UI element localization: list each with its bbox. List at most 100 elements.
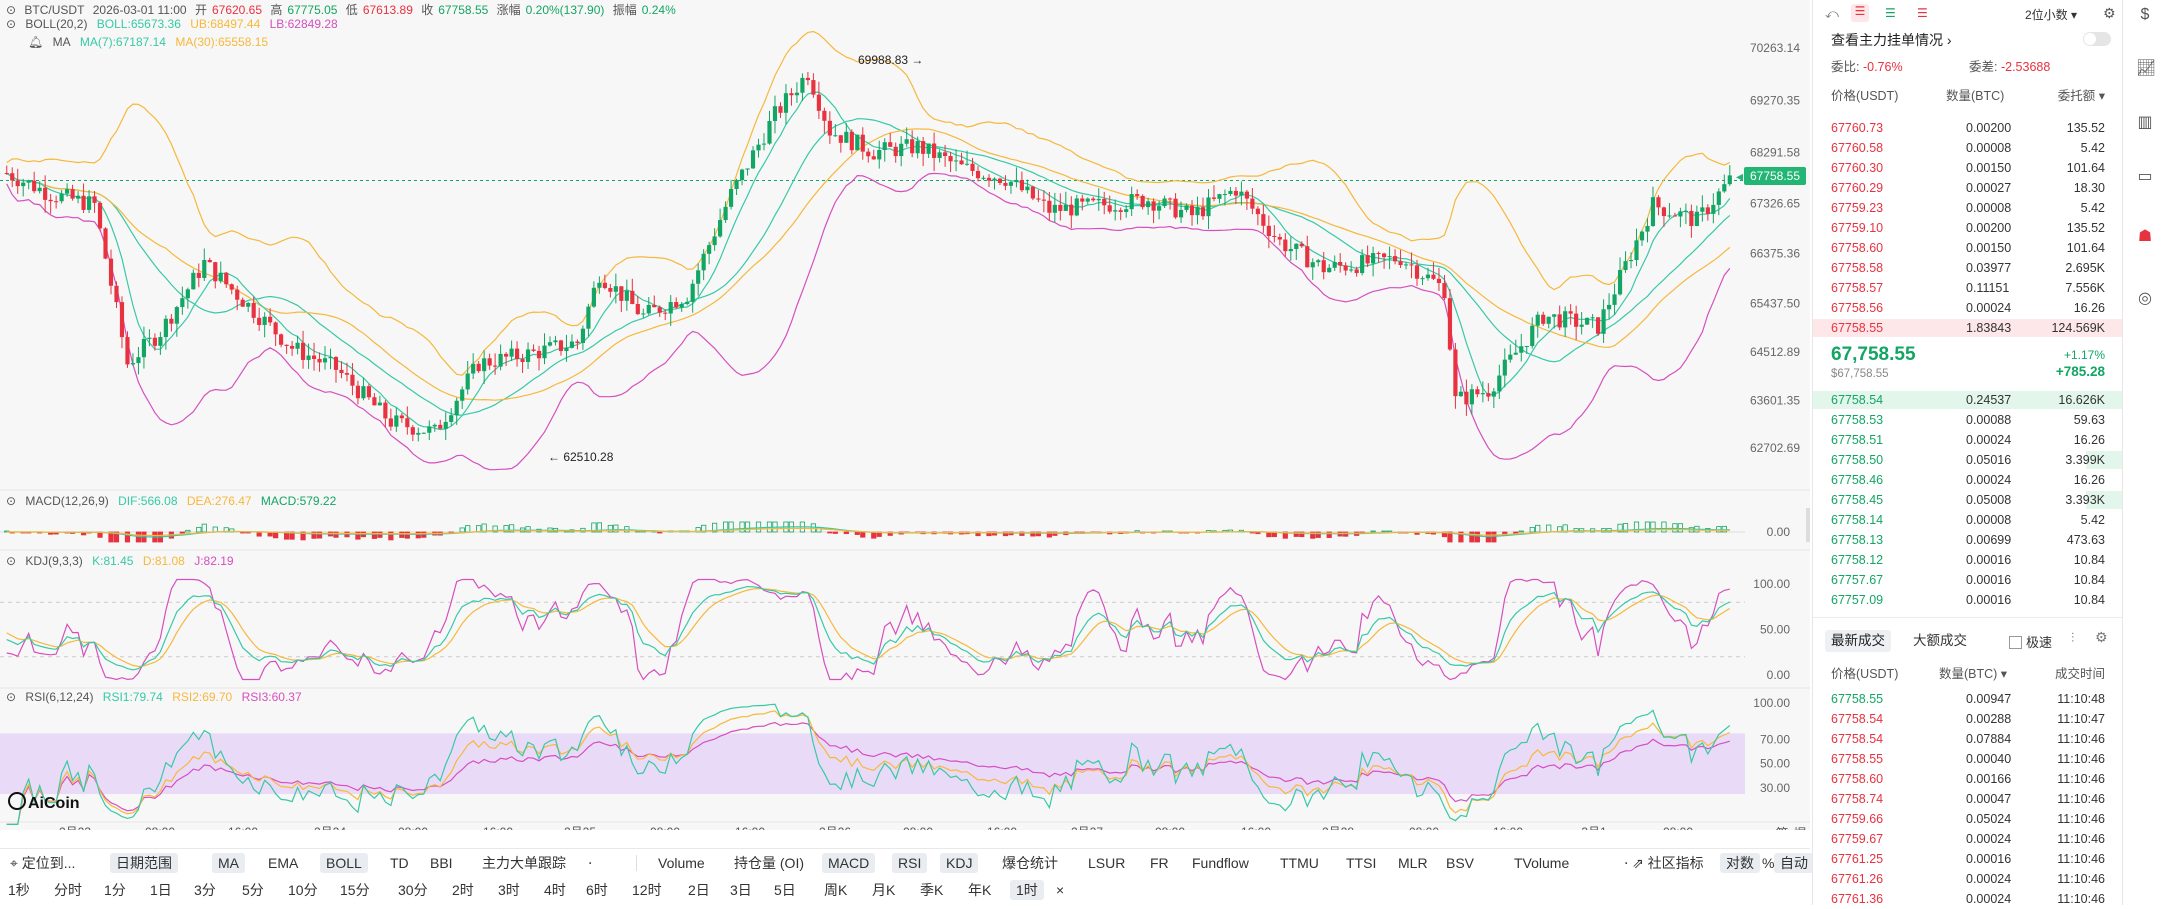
settings-icon[interactable]: ⚙	[2103, 5, 2116, 21]
period-1时[interactable]: 1时	[1010, 880, 1044, 900]
ask-row[interactable]: 67758.58 0.03977 2.695K	[1813, 258, 2123, 278]
col-total[interactable]: 委托额 ▾	[2057, 89, 2105, 103]
chart-area[interactable]: 70263.14 69270.35 68291.58 67326.65 66375.36…	[0, 0, 1810, 830]
period-30分[interactable]: 30分	[398, 882, 428, 898]
trade-row[interactable]: 67759.66 0.05024 11:10:46	[1813, 809, 2123, 829]
date-range-button[interactable]: 日期范围	[110, 853, 178, 873]
period-1分[interactable]: 1分	[104, 882, 126, 898]
indicator-0[interactable]: MA	[212, 853, 245, 873]
bid-row[interactable]: 67758.45 0.05008 3.393K	[1813, 490, 2123, 510]
sub-indicator-2[interactable]: MACD	[822, 853, 876, 873]
ai-icon[interactable]: ◎	[2138, 290, 2152, 307]
view-depth-icon[interactable]: ☰	[1851, 4, 1869, 22]
period-年K[interactable]: 年K	[968, 882, 992, 898]
sub-indicator-9[interactable]: TTMU	[1280, 855, 1319, 871]
period-10分[interactable]: 10分	[288, 882, 318, 898]
main-orders-link[interactable]: 查看主力挂单情况 ›	[1831, 32, 1952, 48]
ask-row[interactable]: 67758.57 0.11151 7.556K	[1813, 278, 2123, 298]
ask-row[interactable]: 67758.55 1.83843 124.569K	[1813, 318, 2123, 338]
trade-row[interactable]: 67758.55 0.00040 11:10:46	[1813, 749, 2123, 769]
robot-icon[interactable]: ☗	[2137, 228, 2153, 245]
fast-mode-checkbox[interactable]: 极速	[2009, 632, 2052, 651]
trade-row[interactable]: 67761.36 0.00024 11:10:46	[1813, 889, 2123, 909]
macd-legend[interactable]: ⊙ MACD(12,26,9) DIF:566.08 DEA:276.47 MA…	[6, 494, 342, 508]
ask-row[interactable]: 67760.58 0.00008 5.42	[1813, 138, 2123, 158]
more-indicators-button[interactable]: ⋅	[588, 855, 593, 871]
tab-large-trades[interactable]: 大额成交	[1913, 633, 1967, 648]
period-6时[interactable]: 6时	[586, 882, 608, 898]
trade-row[interactable]: 67758.54 0.07884 11:10:46	[1813, 729, 2123, 749]
bid-row[interactable]: 67758.46 0.00024 16.26	[1813, 470, 2123, 490]
chart-up-icon[interactable]: 📈︎	[2136, 60, 2157, 77]
locate-button[interactable]: ⌖ 定位到...	[10, 855, 76, 871]
bid-row[interactable]: 67758.14 0.00008 5.42	[1813, 510, 2123, 530]
bid-row[interactable]: 67757.67 0.00016 10.84	[1813, 570, 2123, 590]
period-3分[interactable]: 3分	[194, 882, 216, 898]
period-2时[interactable]: 2时	[452, 882, 474, 898]
collapse-icon[interactable]: ⊙	[6, 3, 17, 17]
sub-indicator-4[interactable]: KDJ	[940, 853, 979, 873]
sub-indicator-12[interactable]: BSV	[1446, 855, 1475, 871]
bid-row[interactable]: 67758.54 0.24537 16.626K	[1813, 390, 2123, 410]
precision-select[interactable]: 2位小数 ▾	[2025, 8, 2078, 22]
bid-row[interactable]: 67757.09 0.00016 10.84	[1813, 590, 2123, 610]
indicator-2[interactable]: BOLL	[320, 853, 368, 873]
sub-indicator-5[interactable]: 爆仓统计	[1002, 855, 1058, 871]
trades-col-qty[interactable]: 数量(BTC) ▾	[1939, 667, 2008, 681]
trade-row[interactable]: 67758.74 0.00047 11:10:46	[1813, 789, 2123, 809]
sub-indicator-10[interactable]: TTSI	[1346, 855, 1377, 871]
kdj-legend[interactable]: ⊙ KDJ(9,3,3) K:81.45 D:81.08 J:82.19	[6, 554, 240, 568]
sub-indicator-8[interactable]: Fundflow	[1192, 855, 1249, 871]
period-12时[interactable]: 12时	[632, 882, 662, 898]
ask-row[interactable]: 67759.10 0.00200 135.52	[1813, 218, 2123, 238]
log-scale-button[interactable]: 对数	[1720, 853, 1760, 873]
ma-legend[interactable]: 🔔︎ MA MA(7):67187.14 MA(30):65558.15	[28, 35, 274, 49]
trade-row[interactable]: 67761.25 0.00016 11:10:46	[1813, 849, 2123, 869]
indicator-4[interactable]: BBI	[430, 855, 453, 871]
period-周K[interactable]: 周K	[824, 882, 848, 898]
dollar-icon[interactable]: $	[2140, 6, 2150, 23]
period-月K[interactable]: 月K	[872, 882, 896, 898]
period-1日[interactable]: 1日	[150, 882, 172, 898]
indicator-5[interactable]: 主力大单跟踪	[482, 855, 566, 871]
indicator-3[interactable]: TD	[390, 855, 409, 871]
boll-legend[interactable]: ⊙ BOLL(20,2) BOLL:65673.36 UB:68497.44 L…	[6, 17, 344, 31]
sub-indicator-0[interactable]: Volume	[658, 855, 705, 871]
ask-row[interactable]: 67758.56 0.00024 16.26	[1813, 298, 2123, 318]
view-both-icon[interactable]: ⤺	[1825, 6, 1839, 21]
community-indicators-button[interactable]: ⇗ 社区指标	[1632, 855, 1704, 871]
wallet-icon[interactable]: ▭	[2137, 168, 2153, 185]
eye-icon[interactable]: ⊙	[6, 494, 17, 508]
period-5分[interactable]: 5分	[242, 882, 264, 898]
bid-row[interactable]: 67758.12 0.00016 10.84	[1813, 550, 2123, 570]
ask-row[interactable]: 67759.23 0.00008 5.42	[1813, 198, 2123, 218]
ask-row[interactable]: 67758.60 0.00150 101.64	[1813, 238, 2123, 258]
auto-scale-button[interactable]: 自动	[1774, 853, 1814, 873]
trade-row[interactable]: 67758.54 0.00288 11:10:47	[1813, 709, 2123, 729]
rsi-legend[interactable]: ⊙ RSI(6,12,24) RSI1:79.74 RSI2:69.70 RSI…	[6, 690, 308, 704]
sub-indicator-6[interactable]: LSUR	[1088, 855, 1126, 871]
ask-row[interactable]: 67760.30 0.00150 101.64	[1813, 158, 2123, 178]
sub-indicator-13[interactable]: TVolume	[1514, 855, 1570, 871]
trade-row[interactable]: 67761.26 0.00024 11:10:46	[1813, 869, 2123, 889]
eye-icon[interactable]: ⊙	[6, 690, 17, 704]
period-分时[interactable]: 分时	[54, 882, 82, 898]
indicator-1[interactable]: EMA	[268, 855, 299, 871]
period-3日[interactable]: 3日	[730, 882, 752, 898]
bell-icon[interactable]: 🔔︎	[28, 35, 44, 49]
bid-row[interactable]: 67758.53 0.00088 59.63	[1813, 410, 2123, 430]
period-2日[interactable]: 2日	[688, 882, 710, 898]
eye-icon[interactable]: ⊙	[6, 17, 17, 31]
filter-icon[interactable]: ⫶	[2071, 630, 2075, 645]
trade-row[interactable]: 67758.60 0.00166 11:10:46	[1813, 769, 2123, 789]
close-period-button[interactable]: ×	[1056, 882, 1065, 898]
main-orders-toggle[interactable]	[2083, 32, 2111, 46]
sub-indicator-7[interactable]: FR	[1150, 855, 1169, 871]
sub-indicator-3[interactable]: RSI	[892, 853, 928, 873]
period-1秒[interactable]: 1秒	[8, 882, 30, 898]
kline-chart-svg[interactable]: 70263.14 69270.35 68291.58 67326.65 66375.36…	[0, 0, 1810, 830]
ask-row[interactable]: 67760.29 0.00027 18.30	[1813, 178, 2123, 198]
ask-row[interactable]: 67760.73 0.00200 135.52	[1813, 118, 2123, 138]
period-4时[interactable]: 4时	[544, 882, 566, 898]
bid-row[interactable]: 67758.50 0.05016 3.399K	[1813, 450, 2123, 470]
